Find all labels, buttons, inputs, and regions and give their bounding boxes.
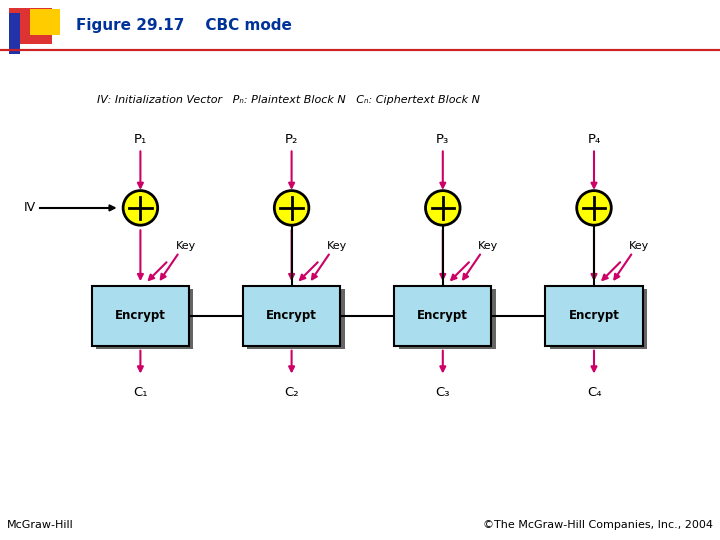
- Ellipse shape: [123, 191, 158, 225]
- Bar: [550, 289, 647, 349]
- Bar: [92, 286, 189, 346]
- Text: Key: Key: [327, 241, 347, 252]
- Text: Key: Key: [478, 241, 498, 252]
- Text: Encrypt: Encrypt: [266, 309, 317, 322]
- Bar: [546, 286, 643, 346]
- Text: C₃: C₃: [436, 386, 450, 399]
- Bar: [399, 289, 495, 349]
- Text: Key: Key: [629, 241, 649, 252]
- Ellipse shape: [577, 191, 611, 225]
- Text: Encrypt: Encrypt: [569, 309, 619, 322]
- Text: C₂: C₂: [284, 386, 299, 399]
- Bar: [243, 286, 341, 346]
- FancyBboxPatch shape: [9, 13, 20, 54]
- Text: P₃: P₃: [436, 133, 449, 146]
- Text: Encrypt: Encrypt: [418, 309, 468, 322]
- Text: P₂: P₂: [285, 133, 298, 146]
- Text: IV: Initialization Vector   Pₙ: Plaintext Block N   Cₙ: Ciphertext Block N: IV: Initialization Vector Pₙ: Plaintext …: [97, 95, 480, 105]
- Text: C₁: C₁: [133, 386, 148, 399]
- Text: P₁: P₁: [134, 133, 147, 146]
- Text: P₄: P₄: [588, 133, 600, 146]
- Bar: [248, 289, 345, 349]
- Text: C₄: C₄: [587, 386, 601, 399]
- Text: Key: Key: [176, 241, 196, 252]
- FancyBboxPatch shape: [9, 8, 52, 44]
- Ellipse shape: [426, 191, 460, 225]
- Text: Figure 29.17    CBC mode: Figure 29.17 CBC mode: [76, 18, 292, 33]
- Bar: [96, 289, 193, 349]
- Text: IV: IV: [24, 201, 36, 214]
- Bar: [395, 286, 491, 346]
- Ellipse shape: [274, 191, 309, 225]
- Text: Encrypt: Encrypt: [115, 309, 166, 322]
- FancyBboxPatch shape: [30, 9, 60, 35]
- Text: ©The McGraw-Hill Companies, Inc., 2004: ©The McGraw-Hill Companies, Inc., 2004: [483, 520, 713, 530]
- Text: McGraw-Hill: McGraw-Hill: [7, 520, 74, 530]
